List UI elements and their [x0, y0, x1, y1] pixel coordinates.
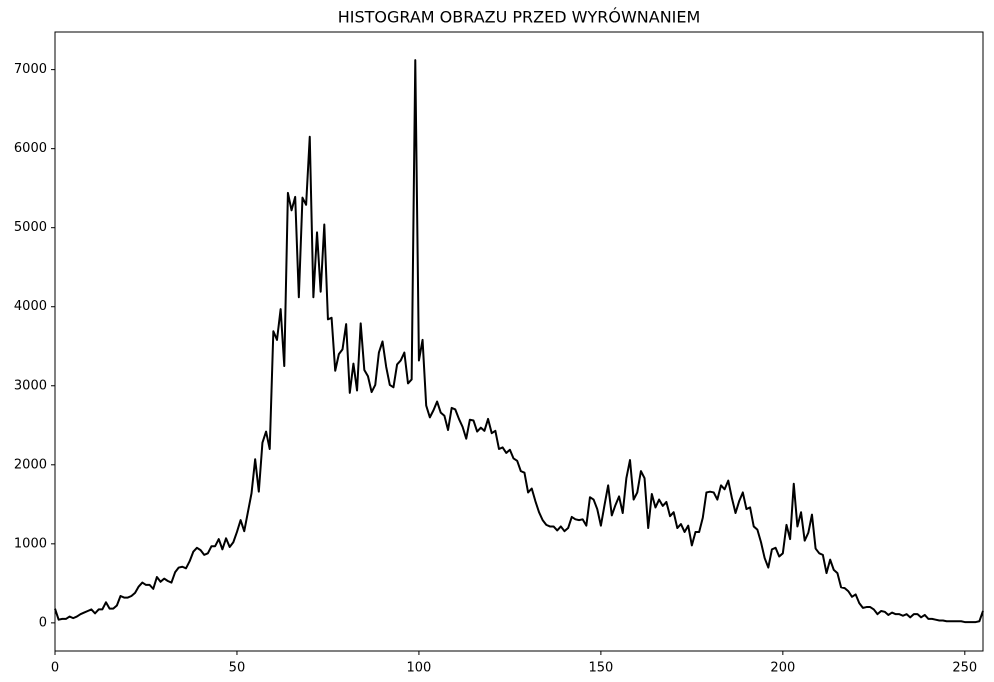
x-tick-label: 0: [51, 661, 59, 676]
x-tick-label: 150: [588, 661, 613, 676]
y-tick-label: 3000: [14, 378, 47, 393]
x-tick-label: 250: [952, 661, 977, 676]
chart-title: HISTOGRAM OBRAZU PRZED WYRÓWNANIEM: [338, 8, 701, 27]
x-tick-label: 200: [770, 661, 795, 676]
y-tick-label: 5000: [14, 220, 47, 235]
x-tick-label: 100: [407, 661, 432, 676]
y-tick-label: 4000: [14, 299, 47, 314]
y-tick-label: 0: [39, 615, 47, 630]
histogram-line: [54, 59, 984, 624]
x-tick-label: 50: [229, 661, 246, 676]
y-tick-label: 7000: [14, 62, 47, 77]
y-tick-label: 2000: [14, 457, 47, 472]
y-tick-label: 6000: [14, 141, 47, 156]
y-tick-label: 1000: [14, 536, 47, 551]
plot-frame: [54, 31, 984, 652]
